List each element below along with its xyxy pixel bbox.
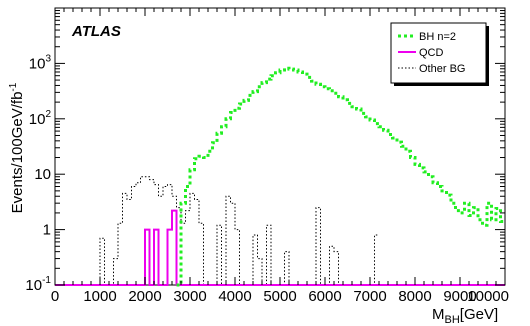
x-tick-label: 2000 xyxy=(128,288,161,305)
y-tick-label: 102 xyxy=(29,109,52,128)
x-axis-title: MBH[GeV] xyxy=(432,306,498,326)
x-tick-label: 0 xyxy=(51,288,59,305)
legend-label: QCD xyxy=(419,47,444,59)
y-axis: 10-1 1 10 102 103 xyxy=(25,10,505,294)
series-line xyxy=(55,209,505,286)
x-tick-label: 3000 xyxy=(173,288,206,305)
series-layer xyxy=(55,66,505,287)
x-tick-label: 6000 xyxy=(308,288,341,305)
x-tick-label: 7000 xyxy=(353,288,386,305)
y-axis-title-main: Events/100GeV/fb xyxy=(9,92,26,214)
atlas-label: ATLAS xyxy=(71,23,121,40)
legend-label: BH n=2 xyxy=(419,31,456,43)
x-axis-title-unit: [GeV] xyxy=(460,306,498,323)
svg-text:MBH[GeV]: MBH[GeV] xyxy=(432,306,498,326)
y-tick-label: 10-1 xyxy=(25,275,51,294)
series-line xyxy=(176,66,505,287)
svg-text:Events/100GeV/fb-1: Events/100GeV/fb-1 xyxy=(8,82,26,213)
x-axis: 0 1000 2000 3000 4000 5000 6000 7000 8000 9000100… xyxy=(51,8,509,305)
x-axis-title-main: M xyxy=(432,306,445,323)
x-tick-label: 10000 xyxy=(467,288,509,305)
x-tick-label: 5000 xyxy=(263,288,296,305)
x-tick-label: 8000 xyxy=(398,288,431,305)
x-axis-title-sub: BH xyxy=(445,314,460,326)
legend-label: Other BG xyxy=(419,63,465,75)
y-axis-title: Events/100GeV/fb-1 xyxy=(8,82,26,213)
y-tick-label: 1 xyxy=(43,222,51,239)
x-tick-label: 1000 xyxy=(83,288,116,305)
legend: BH n=2 QCD Other BG xyxy=(390,22,489,86)
x-tick-label: 9000 xyxy=(443,288,476,305)
y-tick-label: 103 xyxy=(29,53,52,72)
x-tick-label: 4000 xyxy=(218,288,251,305)
series-line xyxy=(99,176,379,286)
y-tick-label: 10 xyxy=(34,166,51,183)
y-axis-title-sup: -1 xyxy=(8,82,19,91)
